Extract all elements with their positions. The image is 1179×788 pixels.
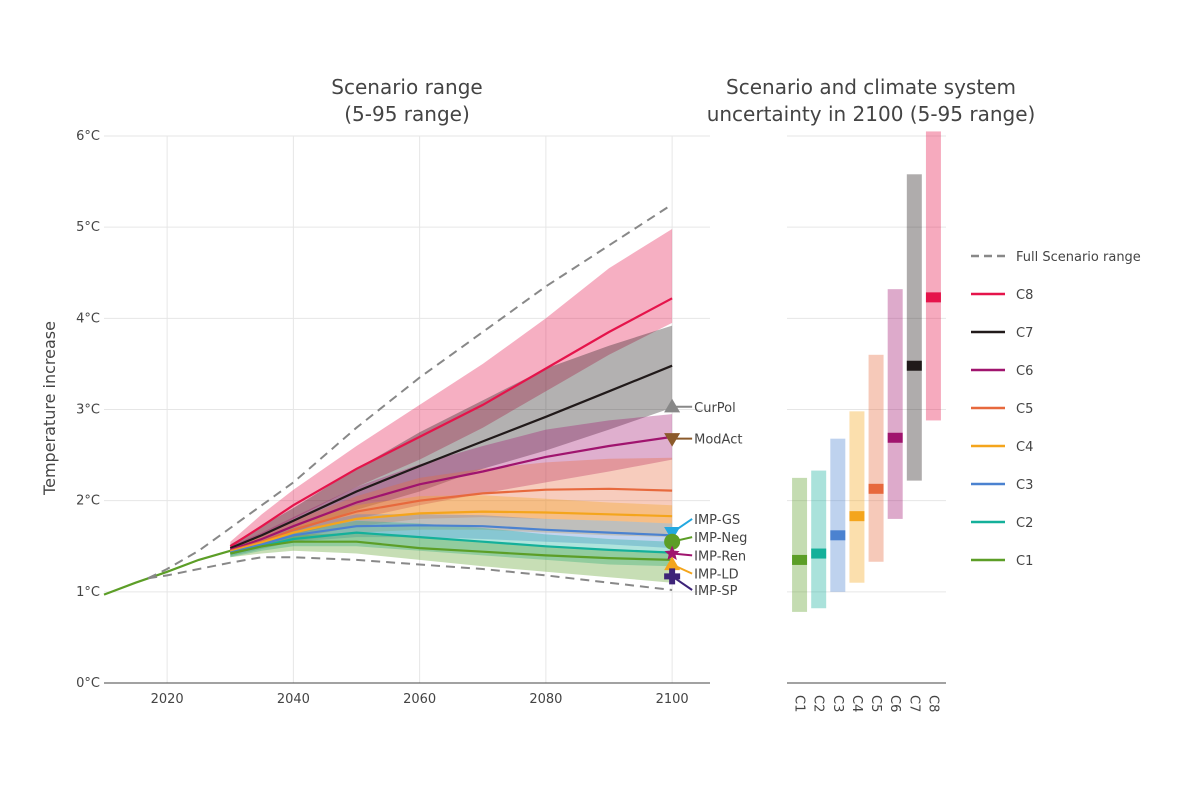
legend-item-label: C7 — [1016, 326, 1033, 341]
median-line-c3 — [230, 524, 673, 554]
legend-item-label: C5 — [1016, 402, 1033, 417]
y-tick-label: 2°C — [76, 494, 100, 509]
category-label: C3 — [830, 695, 845, 712]
marker-label-imp-neg: IMP-Neg — [694, 531, 747, 546]
legend: Full Scenario range C8 C7 C6 C5 C4 C3 C2 C1 — [971, 250, 1141, 569]
range-bar-c8 — [925, 131, 941, 421]
illustrative-pathway-markers: CurPol ModAct IMP-GS IMP-Neg IMP-Ren IMP-LDIM… — [664, 398, 747, 599]
category-label: C7 — [906, 695, 921, 712]
marker-symbol — [664, 533, 681, 550]
y-tick-label: 3°C — [76, 403, 100, 418]
scenario-range-panel: Scenario range (5-95 range) Temperature … — [40, 75, 747, 707]
median-mark-c8 — [925, 292, 941, 303]
median-line-c4 — [229, 510, 673, 553]
band-c2 — [230, 520, 673, 567]
category-label: C5 — [868, 695, 883, 712]
legend-item-label: C1 — [1016, 554, 1033, 569]
median-mark-c7 — [906, 360, 922, 371]
marker-label-imp-ren: IMP-Ren — [694, 549, 746, 564]
range-bar-c4 — [849, 411, 865, 583]
x-tick-label: 2100 — [656, 692, 689, 707]
left-chart-subtitle: (5-95 range) — [344, 102, 470, 126]
historical-line — [103, 549, 231, 596]
median-line-c6 — [229, 435, 673, 551]
median-mark-c4 — [849, 511, 865, 522]
median-line-c1 — [230, 540, 673, 561]
right-axes: C1 C2 C3 C4 C5 C6 C7 C8 — [787, 682, 946, 712]
median-mark-c6 — [887, 432, 903, 443]
median-mark-c1 — [792, 554, 808, 565]
legend-item-label: C6 — [1016, 364, 1033, 379]
right-chart-subtitle: uncertainty in 2100 (5-95 range) — [707, 102, 1036, 126]
x-tick-label: 2060 — [403, 692, 436, 707]
range-bar-c2 — [811, 470, 827, 609]
marker-label-imp-gs: IMP-GS — [694, 513, 740, 528]
range-bar-c3 — [830, 438, 846, 592]
band-c8 — [230, 229, 673, 551]
category-label: C8 — [925, 695, 940, 712]
x-tick-label: 2020 — [151, 692, 184, 707]
marker-label-curpol: CurPol — [694, 401, 736, 416]
full-range-upper-line — [147, 203, 673, 580]
left-chart-title: Scenario range — [331, 75, 482, 99]
category-label: C2 — [811, 695, 826, 712]
legend-item-label: Full Scenario range — [1016, 250, 1141, 265]
y-tick-label: 5°C — [76, 220, 100, 235]
legend-item-label: C4 — [1016, 440, 1033, 455]
band-c7 — [230, 325, 673, 552]
marker-label-modact: ModAct — [694, 433, 742, 448]
x-tick-label: 2040 — [277, 692, 310, 707]
category-label: C4 — [849, 695, 864, 712]
legend-item-label: C3 — [1016, 478, 1033, 493]
full-range-lower-line — [148, 556, 673, 591]
range-bar-c1 — [792, 477, 808, 612]
marker-symbol — [664, 433, 681, 447]
median-mark-c3 — [830, 530, 846, 541]
y-tick-label: 0°C — [76, 676, 100, 691]
band-c5 — [230, 457, 673, 554]
range-bar-c5 — [868, 354, 884, 562]
uncertainty-2100-panel: Scenario and climate system uncertainty … — [707, 75, 1036, 712]
marker-label-imp-ld: IMP-LD — [694, 568, 739, 583]
marker-label-imp-sp: IMP-SP — [694, 584, 738, 599]
median-mark-c5 — [868, 483, 884, 494]
range-bar-c6 — [887, 289, 903, 519]
band-c6 — [230, 414, 673, 554]
legend-item-label: C2 — [1016, 516, 1033, 531]
marker-symbol — [664, 568, 681, 585]
band-c3 — [230, 514, 673, 557]
scenario-bands — [230, 229, 673, 583]
scenario-lines — [103, 203, 673, 596]
marker-symbol — [664, 545, 680, 560]
marker-symbol — [664, 556, 681, 571]
y-tick-label: 1°C — [76, 585, 100, 600]
right-gridlines — [787, 135, 946, 593]
band-c1 — [230, 532, 673, 583]
y-tick-label: 4°C — [76, 311, 100, 326]
right-chart-title: Scenario and climate system — [726, 75, 1016, 99]
range-bars — [792, 131, 941, 612]
median-line-c7 — [229, 364, 673, 550]
median-line-c8 — [229, 297, 673, 548]
x-tick-label: 2080 — [529, 692, 562, 707]
range-bar-c7 — [906, 174, 922, 481]
median-line-c5 — [229, 487, 673, 552]
y-tick-label: 6°C — [76, 129, 100, 144]
marker-symbol — [664, 398, 681, 413]
legend-item-label: C8 — [1016, 288, 1033, 303]
category-label: C1 — [792, 695, 807, 712]
median-mark-c2 — [811, 548, 827, 559]
y-axis-label: Temperature increase — [40, 321, 59, 496]
left-gridlines — [104, 135, 710, 683]
category-label: C6 — [887, 695, 902, 712]
left-axes: 0°C 1°C 2°C 3°C 4°C 5°C 6°C 2020 2040 2060 2080 210… — [76, 129, 710, 707]
